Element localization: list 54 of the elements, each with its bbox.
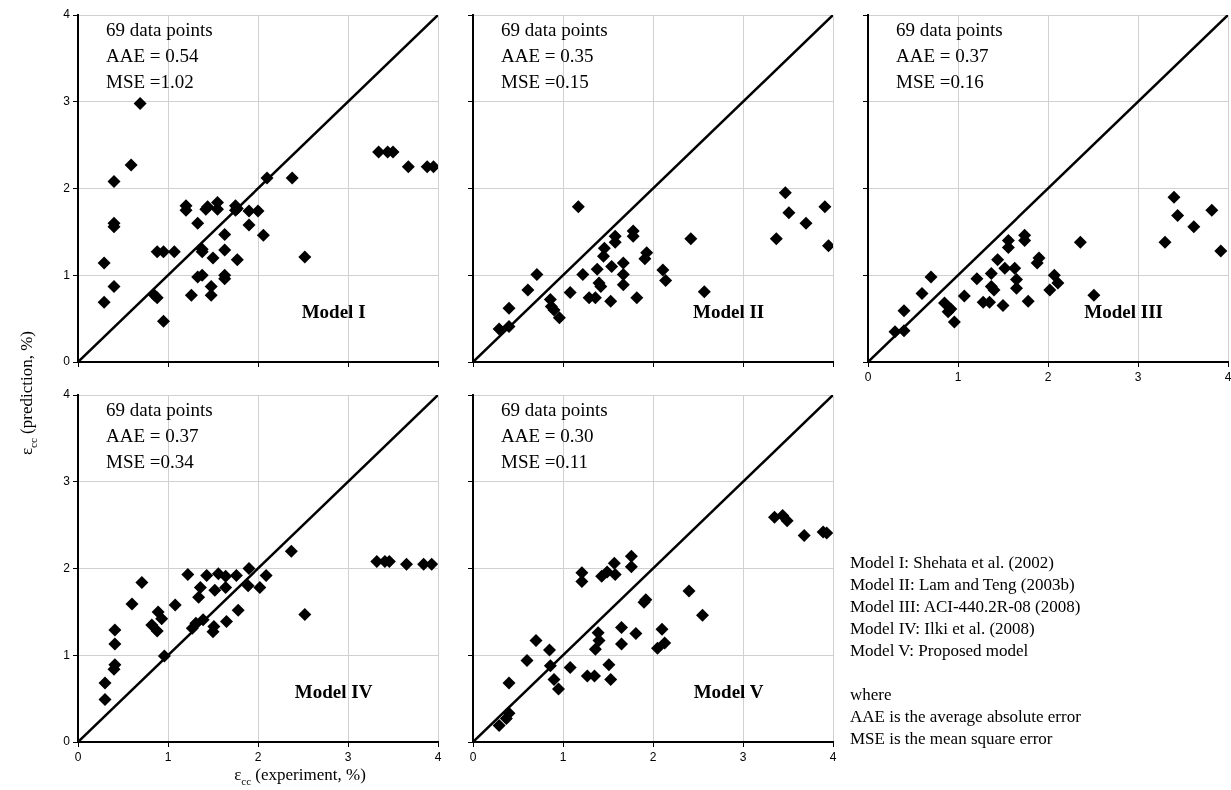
x-tick-label: 1	[559, 749, 567, 764]
text: MSE is the mean square error	[850, 728, 1054, 750]
y-tick-label: 0	[63, 354, 71, 369]
annotation: AAE = 0.35	[501, 44, 594, 66]
annotation: Model III	[1084, 301, 1163, 323]
annotation: 69 data points	[896, 18, 1003, 40]
annotation: Model V	[693, 681, 764, 703]
annotation: AAE = 0.30	[501, 424, 594, 446]
y-tick-label: 0	[63, 734, 71, 749]
annotation: MSE =0.34	[106, 450, 195, 472]
annotation: 69 data points	[501, 18, 608, 40]
annotation: 69 data points	[501, 398, 608, 420]
x-axis-title: ε$_{cc}$ (experiment, %)	[234, 765, 366, 787]
x-tick-label: 3	[739, 749, 747, 764]
annotation: Model I	[301, 301, 366, 323]
y-tick-label: 1	[63, 647, 71, 662]
x-tick-label: 4	[829, 749, 837, 764]
x-tick-label: 1	[164, 749, 172, 764]
y-tick-label: 2	[63, 180, 71, 195]
text: AAE is the average absolute error	[850, 706, 1081, 728]
x-tick-label: 2	[1044, 369, 1052, 384]
annotation: 69 data points	[106, 398, 213, 420]
annotation: MSE =0.15	[501, 70, 589, 92]
annotation: MSE =0.16	[896, 70, 984, 92]
y-tick-label: 1	[63, 267, 71, 282]
text: where	[850, 684, 893, 706]
y-tick-label: 3	[63, 474, 71, 489]
text: Model V: Proposed model	[850, 640, 1030, 662]
annotation: Model II	[692, 301, 765, 323]
x-tick-label: 3	[1134, 369, 1142, 384]
annotation: AAE = 0.54	[106, 44, 200, 66]
x-tick-label: 4	[434, 749, 442, 764]
x-tick-label: 2	[254, 749, 262, 764]
x-tick-label: 3	[344, 749, 352, 764]
x-tick-label: 2	[649, 749, 657, 764]
text: Model IV: Ilki et al. (2008)	[850, 618, 1036, 640]
text: Model I: Shehata et al. (2002)	[850, 552, 1055, 574]
y-tick-label: 2	[63, 560, 71, 575]
annotation: Model IV	[294, 681, 373, 703]
annotation: AAE = 0.37	[106, 424, 199, 446]
y-tick-label: 3	[63, 94, 71, 109]
x-tick-label: 4	[1224, 369, 1231, 384]
x-tick-label: 0	[469, 749, 477, 764]
text: Model II: Lam and Teng (2003b)	[850, 574, 1076, 596]
text: Model III: ACI-440.2R-08 (2008)	[850, 596, 1081, 618]
annotation: MSE =0.11	[501, 450, 589, 472]
annotation: MSE =1.02	[106, 70, 194, 92]
y-tick-label: 4	[63, 387, 71, 402]
annotation: 69 data points	[106, 18, 213, 40]
x-tick-label: 1	[954, 369, 962, 384]
y-tick-label: 4	[63, 7, 71, 22]
x-tick-label: 0	[74, 749, 82, 764]
annotation: AAE = 0.37	[896, 44, 989, 66]
x-tick-label: 0	[864, 369, 872, 384]
